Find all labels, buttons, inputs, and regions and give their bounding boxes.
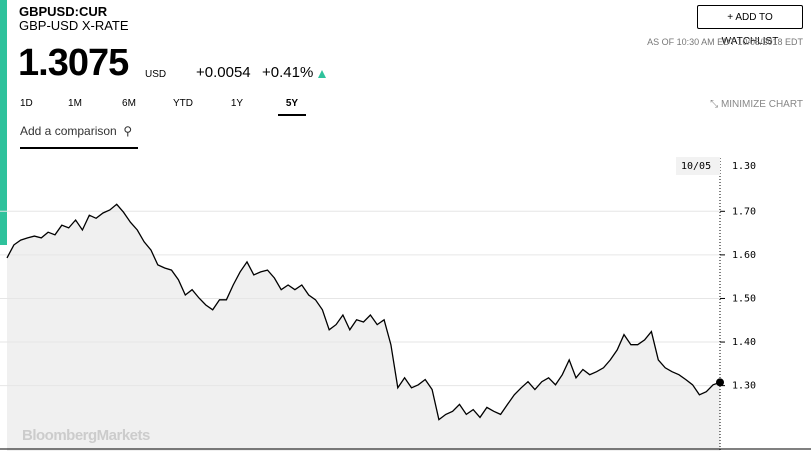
accent-bar [0, 0, 7, 245]
cursor-value: 1.30 [732, 161, 756, 172]
currency: USD [145, 69, 167, 80]
timestamp: AS OF 10:30 AM EDT 10/05/2018 EDT [647, 37, 803, 47]
cursor-date: 10/05 [681, 161, 711, 172]
change-percent: +0.41% [262, 64, 314, 81]
range-tab[interactable]: 1D [20, 98, 33, 109]
watchlist-button[interactable]: + ADD TO WATCHLIST [697, 5, 803, 47]
range-tab[interactable]: 1Y [230, 98, 244, 109]
y-tick-label: 1.50 [732, 293, 756, 304]
symbol: GBPUSD:CUR [19, 4, 108, 19]
area [7, 204, 720, 451]
watermark: BloombergMarkets [22, 427, 150, 444]
y-tick-label: 1.40 [732, 337, 756, 348]
minimize-button[interactable]: ⤡ MINIMIZE CHART [710, 99, 803, 110]
instrument-name: GBP-USD X-RATE [19, 18, 129, 33]
price: 1.3075 [18, 42, 129, 84]
range-tab[interactable]: 6M [122, 98, 136, 109]
y-tick-label: 1.70 [732, 206, 756, 217]
comparison-placeholder: Add a comparison [20, 124, 117, 138]
cursor-date-box [676, 157, 720, 175]
range-tabs: 1D 1M 6M YTD 1Y 5Y [20, 98, 306, 116]
y-tick-label: 1.30 [732, 381, 756, 392]
range-tab[interactable]: 5Y [278, 98, 306, 116]
change: +0.0054 [196, 64, 251, 81]
y-tick-label: 1.60 [732, 250, 756, 261]
range-tab[interactable]: YTD [173, 98, 193, 109]
price-line [6, 203, 721, 421]
up-arrow [318, 70, 326, 78]
last-point [716, 378, 724, 387]
comparison-input[interactable]: Add a comparison ⚲ [20, 120, 138, 149]
range-tab[interactable]: 1M [68, 98, 82, 109]
minimize-label: MINIMIZE CHART [720, 99, 803, 110]
